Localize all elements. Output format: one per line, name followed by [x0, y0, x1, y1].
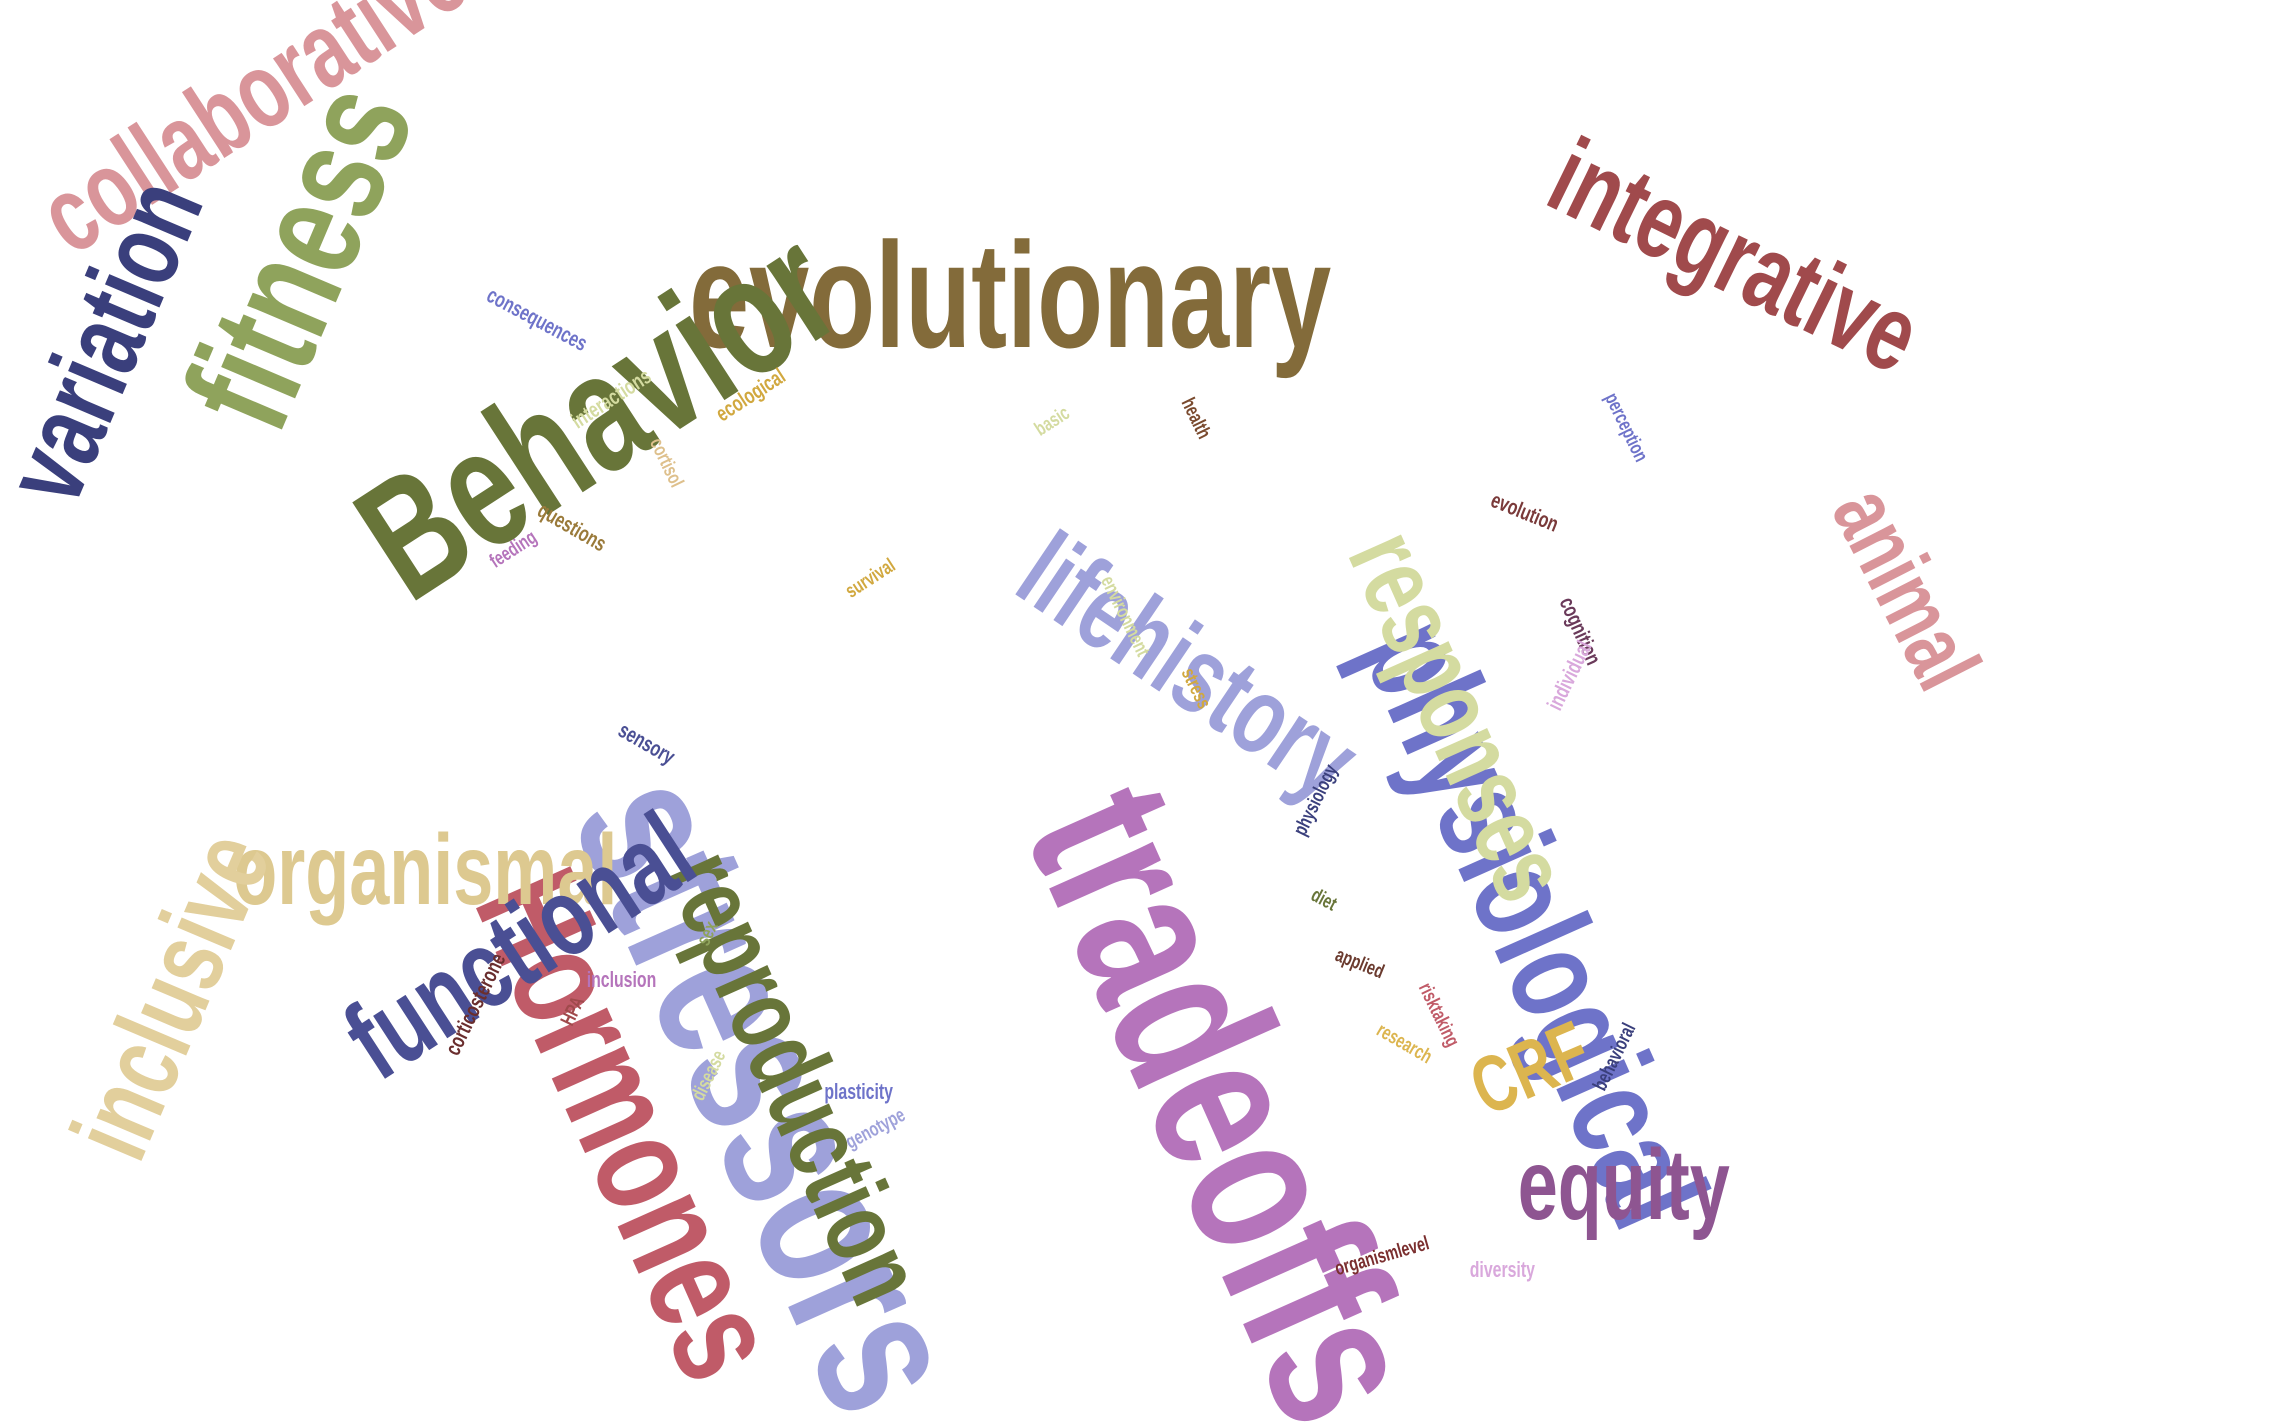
word-equity: equity — [1517, 1129, 1730, 1241]
word-health: health — [1176, 394, 1216, 443]
word-integrative: integrative — [1531, 114, 1939, 396]
word-basic: basic — [1030, 402, 1074, 441]
word-tradeoffs: tradeoffs — [981, 752, 1472, 1425]
word-inclusion: inclusion — [586, 967, 657, 992]
word-research: research — [1372, 1019, 1436, 1069]
word-sensory: sensory — [614, 717, 680, 770]
word-organismal: organismal — [233, 814, 618, 926]
word-survival: survival — [841, 554, 900, 603]
word-applied: applied — [1332, 944, 1388, 984]
word-animal: animal — [1812, 471, 1999, 706]
word-diversity: diversity — [1469, 1257, 1535, 1282]
word-perception: perception — [1600, 389, 1653, 466]
word-inclusive: inclusive — [48, 815, 294, 1176]
word-risktaking: risktaking — [1413, 979, 1464, 1051]
word-plasticity: plasticity — [824, 1079, 893, 1104]
word-evolution: evolution — [1487, 487, 1563, 537]
word-individual: individual — [1541, 636, 1597, 715]
word-evolutionary: evolutionary — [689, 211, 1332, 379]
word-diet: diet — [1307, 884, 1341, 916]
